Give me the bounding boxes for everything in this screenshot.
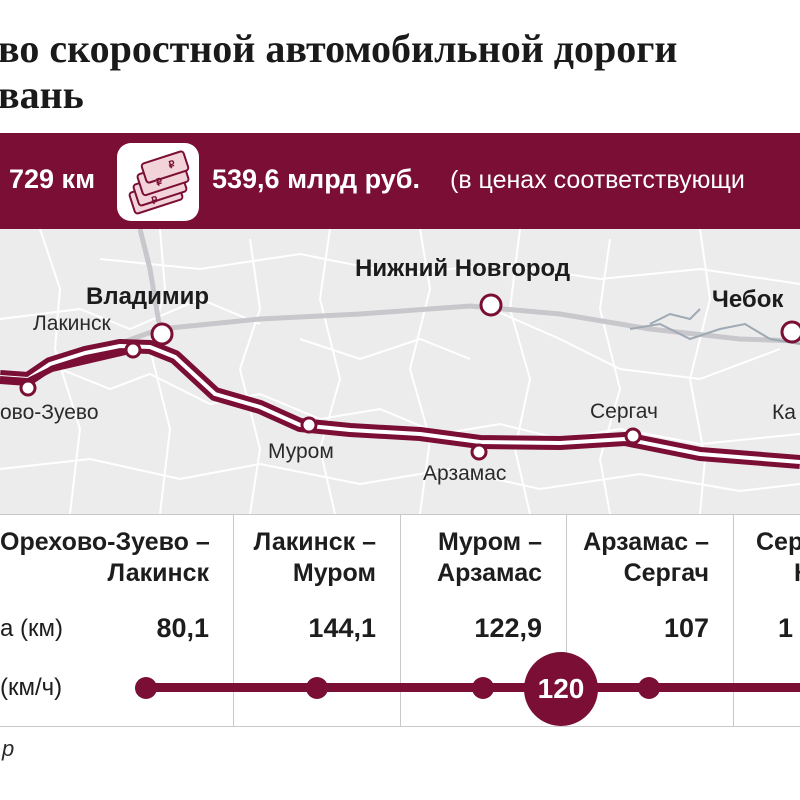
marker-murom: [300, 416, 318, 434]
total-length: 729 км: [9, 164, 96, 194]
planned-route: [0, 339, 800, 469]
city-label-orekhovo: ово-Зуево: [0, 401, 99, 424]
route-map: Владимир Лакинск ово-Зуево Нижний Новгор…: [0, 229, 800, 514]
segment-head: Муром – Арзамас: [437, 528, 542, 587]
city-label-cheboksary: Чебок: [712, 286, 784, 313]
segment-length: 122,9: [474, 613, 542, 643]
segment-length: 80,1: [156, 613, 209, 643]
marker-sergach: [624, 427, 642, 445]
marker-vladimir: [150, 322, 174, 346]
marker-nizhny: [479, 293, 503, 317]
segment-head: Арзамас – Сергач: [583, 528, 709, 587]
city-label-murom: Муром: [268, 440, 334, 463]
segment-head: Сер Ка: [756, 528, 800, 587]
cost-note: (в ценах соответствующи: [450, 166, 745, 194]
speed-dot: [306, 677, 328, 699]
segments-table: Орехово-Зуево – Лакинск 80,1 Лакинск – М…: [0, 514, 800, 727]
segment-head: Орехово-Зуево – Лакинск: [0, 528, 210, 587]
city-label-sergach: Сергач: [590, 400, 658, 423]
money-tile: ₽ ₽ ₽: [117, 143, 199, 221]
speed-row-label: (км/ч): [0, 674, 63, 701]
secondary-roads: [0, 229, 800, 514]
total-cost: 539,6 млрд руб.: [212, 164, 420, 194]
segment-length: 107: [663, 613, 709, 643]
svg-text:₽: ₽: [167, 159, 177, 172]
segment-column: Муром – Арзамас 122,9: [401, 515, 567, 726]
title-line-2: вань: [0, 72, 84, 117]
segment-length: 1: [778, 613, 794, 643]
speed-dot: [638, 677, 660, 699]
source-note: р: [2, 736, 15, 761]
segment-head: Лакинск – Муром: [253, 528, 376, 587]
speed-dot: [472, 677, 494, 699]
banknotes-icon: ₽ ₽ ₽: [128, 150, 190, 215]
svg-text:₽: ₽: [150, 195, 160, 208]
city-markers: [19, 293, 800, 461]
page-title: во скоростной автомобильной дороги вань: [0, 26, 800, 118]
marker-cheboksary: [780, 320, 800, 344]
segment-column: Сер Ка 1: [734, 515, 800, 726]
city-label-kazan: Ка: [772, 401, 796, 424]
speed-line: [138, 683, 800, 692]
segment-length: 144,1: [308, 613, 376, 643]
length-row-label: а (км): [0, 615, 63, 642]
marker-lakinsk: [124, 341, 142, 359]
segment-column: Лакинск – Муром 144,1: [234, 515, 401, 726]
city-label-nizhny: Нижний Новгород: [355, 255, 571, 282]
city-label-vladimir: Владимир: [86, 283, 210, 310]
map-canvas: [0, 229, 800, 514]
marker-orekhovo: [19, 379, 37, 397]
segment-column: Арзамас – Сергач 107: [567, 515, 734, 726]
speed-dot: [135, 677, 157, 699]
city-label-lakinsk: Лакинск: [33, 312, 111, 335]
city-label-arzamas: Арзамас: [423, 462, 507, 485]
title-line-1: во скоростной автомобильной дороги: [0, 26, 678, 71]
speed-limit-badge: 120: [524, 652, 598, 726]
rivers: [629, 308, 800, 345]
segment-column: Орехово-Зуево – Лакинск 80,1: [0, 515, 234, 726]
marker-arzamas: [470, 443, 488, 461]
svg-text:₽: ₽: [155, 176, 165, 189]
